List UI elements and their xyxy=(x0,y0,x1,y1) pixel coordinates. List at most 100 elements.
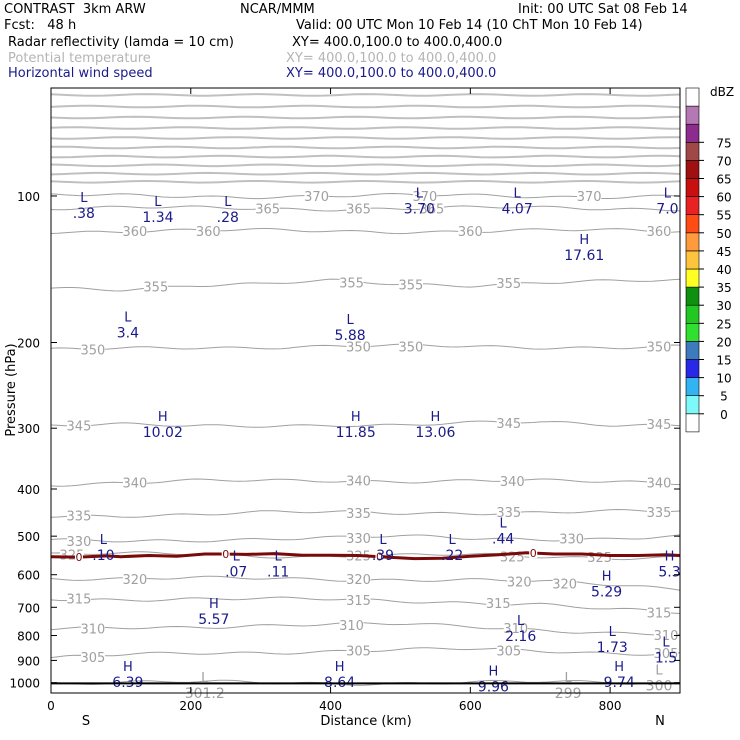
wind-extremum-L: L xyxy=(275,549,283,564)
theta-label-350: 350 xyxy=(647,341,672,356)
wind-extremum-value: .10 xyxy=(92,548,114,564)
wind-extremum-L: L xyxy=(662,636,670,651)
y-tick-label: 300 xyxy=(17,422,40,436)
theta-label-355: 355 xyxy=(496,277,521,292)
upper-band xyxy=(50,104,681,109)
theta-label-340: 340 xyxy=(346,474,371,489)
colorbar-level: 10 xyxy=(716,372,731,386)
theta-label-bg xyxy=(80,342,105,357)
theta-label-bg xyxy=(346,339,371,354)
wind-extremum-value: 10.02 xyxy=(143,425,183,441)
colorbar-level: 40 xyxy=(716,263,731,277)
wind-extremum-L: L xyxy=(346,313,354,328)
theta-label-bg xyxy=(496,505,521,520)
theta-label-bg xyxy=(647,223,672,238)
theta-label-315: 315 xyxy=(67,593,92,608)
upper-band xyxy=(50,163,681,168)
theta-label-bg xyxy=(346,530,371,545)
colorbar-unit: dBZ xyxy=(710,85,734,99)
theta-label-bg xyxy=(496,643,521,658)
wind-extremum-value: 2.16 xyxy=(505,629,536,645)
theta-contour-310 xyxy=(50,622,681,636)
theta-label-350: 350 xyxy=(399,341,424,356)
theta-label-370: 370 xyxy=(304,190,329,205)
theta-extremum-L: L xyxy=(201,671,209,686)
theta-contours: 305 305 305 305 310 310 310 310 315 315 315 315 320 3… xyxy=(50,188,681,686)
theta-label-bg xyxy=(66,591,91,606)
zero-contour-label: 0 xyxy=(75,551,82,564)
wind-extremum-H: H xyxy=(489,665,499,680)
theta-contour-300 xyxy=(50,679,681,686)
theta-label-bg xyxy=(577,188,602,203)
theta-label-bg xyxy=(647,605,672,620)
theta-label-315: 315 xyxy=(647,606,672,621)
y-axis-label: Pressure (hPa) xyxy=(4,343,19,436)
org-label: NCAR/MMM xyxy=(240,2,315,17)
colorbar-cell xyxy=(685,123,700,143)
wind-extremum-H: H xyxy=(614,660,624,675)
theta-label-bg xyxy=(552,576,577,591)
theta-contour-345 xyxy=(50,420,681,428)
field3-label: Horizontal wind speed xyxy=(8,66,153,81)
colorbar-level: 20 xyxy=(716,335,731,349)
theta-label-bg xyxy=(500,474,525,489)
theta-label-bg xyxy=(66,534,91,549)
x-tick-label: 800 xyxy=(599,699,622,713)
wind-extremum-H: H xyxy=(602,570,612,585)
colorbar-level: 65 xyxy=(716,173,731,187)
theta-label-310: 310 xyxy=(81,623,106,638)
y-tick-label: 700 xyxy=(17,601,40,615)
wind-extremum-value: .11 xyxy=(267,564,289,580)
colorbar-cell xyxy=(685,142,700,161)
theta-label-345: 345 xyxy=(496,417,521,432)
colorbar-cell xyxy=(685,105,700,125)
zero-wind-contour: 0 0 0 0 xyxy=(50,547,681,564)
wind-extremum-H: H xyxy=(665,549,675,564)
theta-label-345: 345 xyxy=(647,418,672,433)
theta-label-350: 350 xyxy=(81,344,106,359)
colorbar-cell xyxy=(685,160,700,179)
theta-extremum-L: L xyxy=(655,663,663,678)
colorbar-cell xyxy=(685,196,700,216)
colorbar-cell xyxy=(685,413,700,433)
y-tick-label: 400 xyxy=(17,483,40,497)
theta-label-bg xyxy=(486,595,511,610)
colorbar-cell xyxy=(685,286,700,306)
colorbar-level: 70 xyxy=(716,154,731,168)
wind-extremum-H: H xyxy=(123,660,133,675)
valid-time: Valid: 00 UTC Mon 10 Feb 14 (10 ChT Mon … xyxy=(296,18,643,33)
theta-extremum-value: 301.2 xyxy=(185,686,225,702)
theta-label-355: 355 xyxy=(143,281,168,296)
wind-extremum-value: 1.5 xyxy=(655,651,677,667)
upper-band xyxy=(50,145,681,150)
wind-extremum-H: H xyxy=(579,233,589,248)
theta-label-bg xyxy=(647,475,672,490)
wind-extremum-value: 11.85 xyxy=(336,425,376,441)
y-tick-label: 800 xyxy=(17,630,40,644)
theta-label-305: 305 xyxy=(81,651,106,666)
field2-label: Potential temperature xyxy=(8,51,151,66)
colorbar-cell xyxy=(685,395,700,415)
zero-label-bg xyxy=(529,548,538,559)
theta-label-370: 370 xyxy=(577,190,602,205)
wind-extremum-value: .38 xyxy=(73,206,95,222)
wind-extremum-L: L xyxy=(609,625,617,640)
theta-label-bg xyxy=(346,201,371,216)
colorbar-cell xyxy=(685,178,700,197)
upper-band xyxy=(50,136,681,140)
wind-extremum-L: L xyxy=(449,533,457,548)
wind-extremum-L: L xyxy=(514,187,522,202)
init-time: Init: 00 UTC Sat 08 Feb 14 xyxy=(518,2,688,17)
theta-label-330: 330 xyxy=(346,532,371,547)
theta-label-360: 360 xyxy=(122,225,147,240)
wind-extremum-L: L xyxy=(80,191,88,206)
theta-label-310: 310 xyxy=(339,619,364,634)
colorbar-cell xyxy=(685,377,700,397)
theta-label-305: 305 xyxy=(496,644,521,659)
wind-extremum-H: H xyxy=(158,410,168,425)
colorbar-cell xyxy=(685,341,700,360)
colorbar-cell xyxy=(685,87,700,107)
theta-label-335: 335 xyxy=(67,510,92,525)
theta-label-360: 360 xyxy=(458,225,483,240)
